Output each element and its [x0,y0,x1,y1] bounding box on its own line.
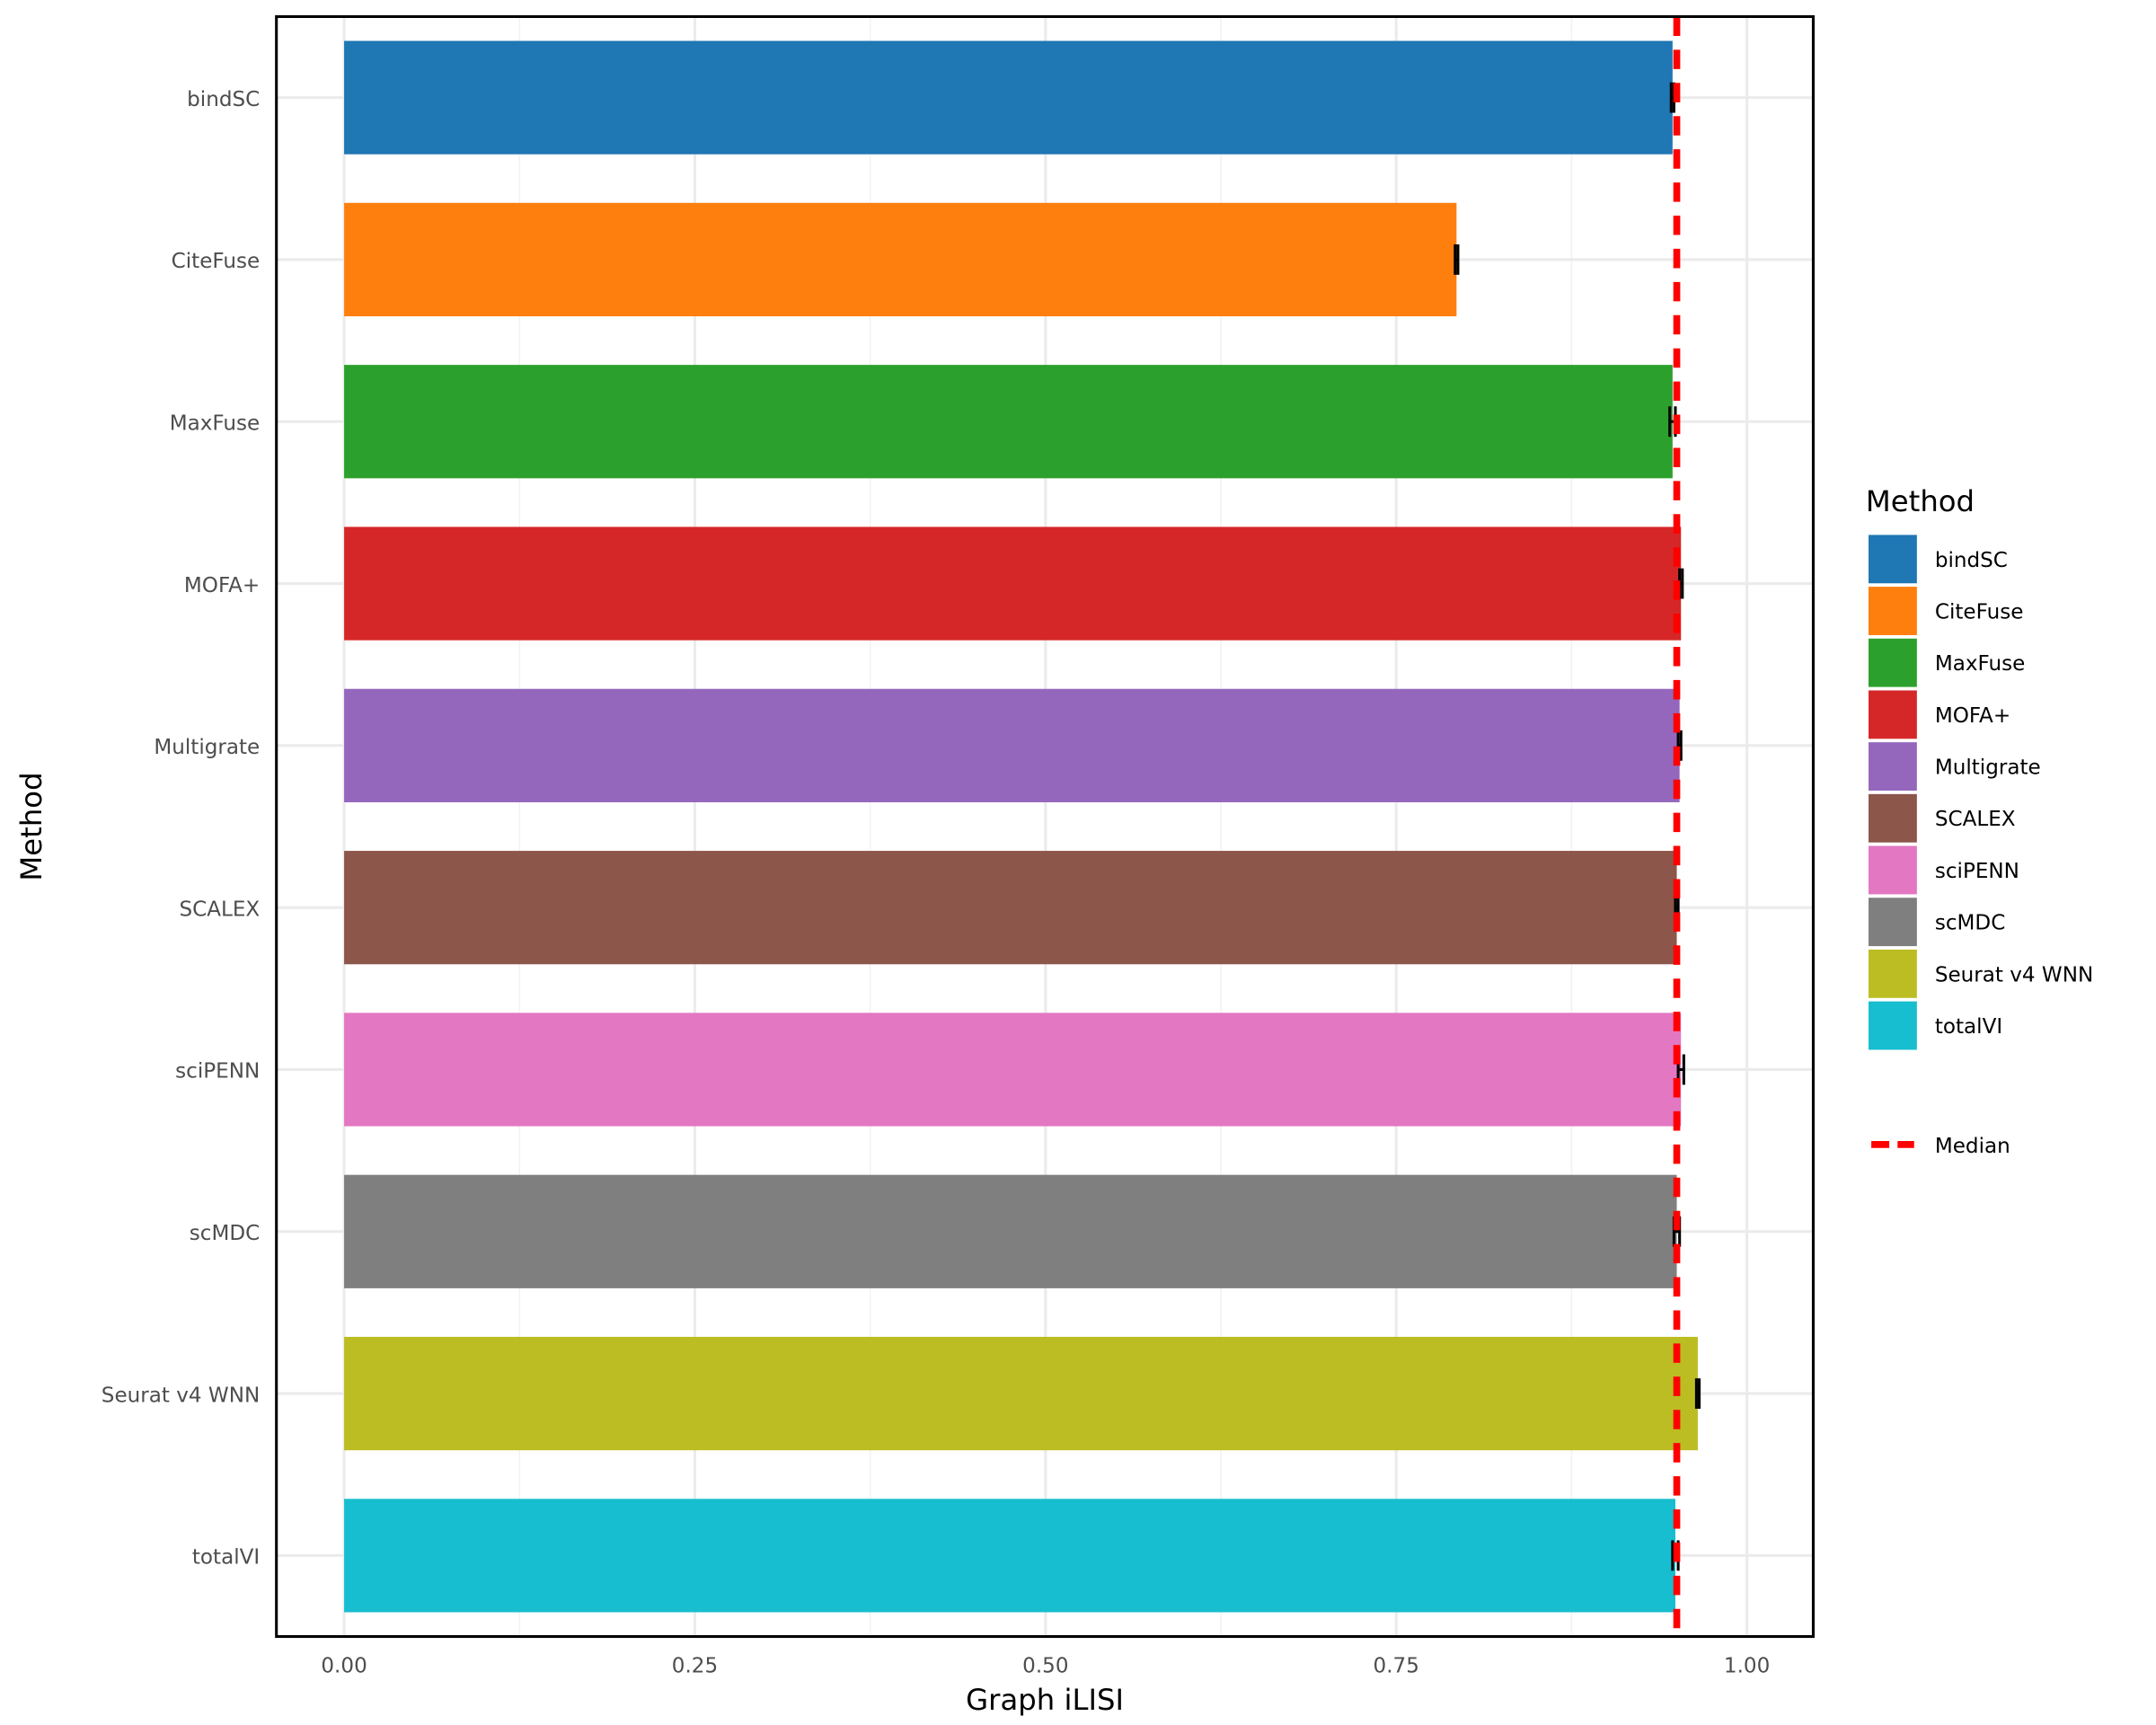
legend-swatch-totalVI [1869,1001,1917,1050]
legend-swatch-Seurat v4 WNN [1869,949,1917,998]
legend-label: Seurat v4 WNN [1935,963,2093,986]
bar-CiteFuse [344,202,1457,317]
y-tick-label: MaxFuse [170,411,261,435]
legend-title: Method [1866,484,1975,518]
y-tick-label: scMDC [190,1222,260,1245]
x-tick-label: 1.00 [1724,1655,1770,1678]
legend-label: MaxFuse [1935,652,2026,676]
legend-label: scMDC [1935,912,2005,935]
y-tick-label: MOFA+ [184,574,260,597]
legend-label: totalVI [1935,1015,2002,1039]
y-tick-label: Multigrate [154,736,260,759]
bar-MOFA+ [344,526,1682,641]
legend-swatch-SCALEX [1869,793,1917,843]
y-tick-labels: bindSC CiteFuse MaxFuse MOFA+ Multigrate SCAL… [102,88,261,1570]
legend-label: MOFA+ [1935,704,2010,728]
bar-bindSC [344,40,1673,155]
legend-label: sciPENN [1935,860,2019,883]
legend-label: CiteFuse [1935,600,2024,624]
legend-label: Multigrate [1935,756,2041,780]
legend-swatch-sciPENN [1869,845,1917,895]
x-tick-label: 0.75 [1374,1655,1419,1678]
x-tick-labels: 0.00 0.25 0.50 0.75 1.00 [321,1655,1770,1678]
y-tick-label: totalVI [192,1546,260,1570]
y-axis-label: Method [14,772,49,880]
bars [344,40,1698,1613]
plot-panel-border [275,14,1815,1639]
bar-scMDC [344,1174,1677,1288]
legend-swatch-Multigrate [1869,742,1917,791]
y-tick-label: SCALEX [179,898,260,921]
bar-Multigrate [344,688,1680,802]
legend-swatch-MaxFuse [1869,638,1917,687]
legend-median-label: Median [1935,1135,2010,1158]
legend-swatch-MOFA+ [1869,690,1917,739]
bar-totalVI [344,1499,1675,1613]
legend-swatch-scMDC [1869,898,1917,947]
legend-label: SCALEX [1935,808,2016,831]
y-tick-label: Seurat v4 WNN [102,1384,260,1407]
bar-Seurat v4 WNN [344,1336,1698,1451]
y-tick-label: CiteFuse [172,250,261,273]
y-tick-label: sciPENN [175,1060,260,1084]
legend-label: bindSC [1935,549,2008,572]
legend-swatch-CiteFuse [1869,587,1917,635]
bar-MaxFuse [344,365,1673,479]
legend: Method bindSC CiteFuse MaxFuse MOFA+ Multigr… [1866,484,2093,1158]
x-axis-label: Graph iLISI [966,1683,1124,1717]
bar-sciPENN [344,1013,1682,1127]
x-tick-label: 0.25 [672,1655,718,1678]
bar-SCALEX [344,851,1677,965]
x-tick-label: 0.00 [321,1655,367,1678]
legend-swatch-bindSC [1869,535,1917,584]
x-tick-label: 0.50 [1022,1655,1068,1678]
y-tick-label: bindSC [187,88,260,111]
